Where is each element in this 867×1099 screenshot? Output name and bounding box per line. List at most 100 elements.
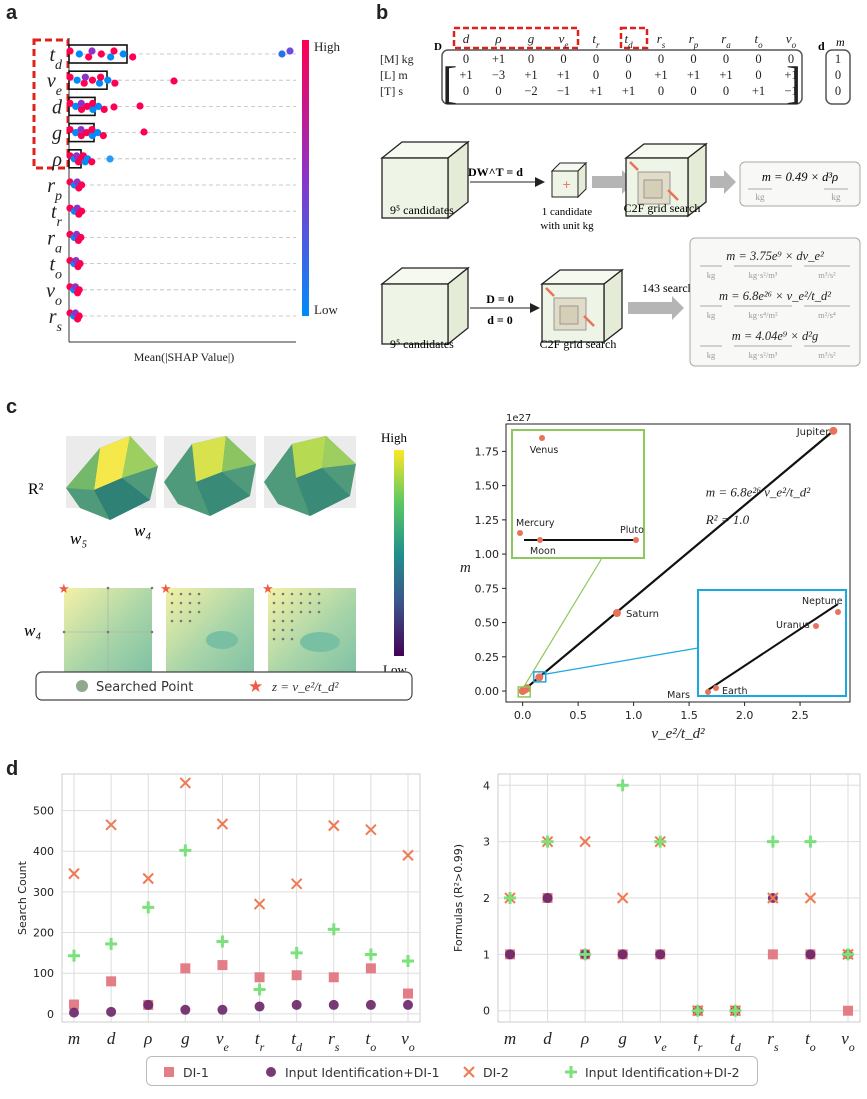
shap-dot (78, 207, 86, 215)
shap-dot (81, 73, 89, 81)
planet-label-earth: Earth (722, 686, 747, 697)
matrix-cell: +1 (687, 68, 700, 82)
r2-label: R² (28, 481, 44, 498)
searched-point (272, 619, 276, 623)
matrix-cell: 0 (755, 52, 761, 66)
searched-point (281, 610, 285, 614)
y-tick-label: 0.50 (475, 617, 500, 630)
shap-dot (89, 99, 97, 107)
flow1-unit-candidate-2: with unit kg (540, 220, 594, 232)
data-marker (804, 892, 817, 904)
flow-row-2: 9⁵ candidates D = 0 d = 0 C2F grid searc… (380, 237, 861, 367)
matrix-cell: +1 (459, 68, 472, 82)
shap-dot (99, 132, 107, 140)
searched-point (170, 592, 174, 596)
x-tick-label: 2.0 (736, 709, 754, 722)
flow2-result-formula: m = 6.8e²⁶ × v_e²/t_d² (719, 289, 831, 303)
inset-point (539, 435, 545, 441)
searched-point (170, 601, 174, 605)
shap-dot (104, 76, 112, 84)
matrix-column-header: to (754, 31, 763, 50)
x-tick-label: td (291, 1029, 303, 1054)
flow2-unit: kg (707, 270, 716, 280)
data-marker (142, 872, 154, 885)
x-tick-label: rs (767, 1029, 779, 1054)
searched-point (272, 610, 276, 614)
searched-point (308, 592, 312, 596)
x-tick-label: m (68, 1029, 80, 1048)
searched-point (281, 601, 285, 605)
matrix-cell: 0 (690, 52, 696, 66)
x-axis-label-a: Mean(|SHAP Value|) (134, 350, 234, 364)
shap-dot (111, 79, 119, 87)
searched-point (179, 619, 183, 623)
cube-c2f-2 (540, 268, 624, 344)
searched-point (188, 592, 192, 596)
y-tick-label: 3 (483, 836, 490, 849)
legend-label: Input Identification+DI-1 (285, 1065, 440, 1080)
matrix-cell: −1 (557, 84, 570, 98)
inset-blue (697, 589, 847, 697)
shap-dot (66, 73, 74, 81)
fit-annotation: m = 6.8e²⁶ v_e²/t_d² (706, 485, 812, 500)
shap-dot (66, 126, 74, 134)
y-tick-label: 100 (33, 967, 54, 980)
shap-dot (88, 47, 96, 55)
shap-dot (66, 47, 74, 55)
data-marker (143, 999, 154, 1010)
highlight-box-features (32, 38, 70, 170)
x-tick-label: 0.5 (569, 709, 587, 722)
searched-point (106, 630, 110, 634)
legend-marker (266, 1067, 276, 1077)
data-marker (617, 949, 628, 960)
feature-label: td (49, 44, 63, 73)
flow2-result-formula: m = 4.04e⁹ × d²g (732, 329, 818, 343)
searched-point (179, 601, 183, 605)
x-tick-label: g (618, 1029, 627, 1048)
data-marker (253, 983, 266, 996)
flow1-candidates: 9⁵ candidates (390, 203, 454, 217)
data-marker (180, 1004, 191, 1015)
colorbar-c-high: High (381, 430, 408, 445)
flow1-equation: DW^T = d (468, 165, 523, 179)
shap-dot (88, 126, 96, 134)
matrix-cell: −2 (524, 84, 537, 98)
y-tick-label: 4 (483, 779, 490, 792)
y-tick-label: 2 (483, 892, 490, 905)
shap-dot (88, 76, 97, 84)
data-marker (654, 835, 667, 848)
x-tick-label: ve (654, 1029, 668, 1054)
highlight-box-td (619, 26, 649, 50)
inset-point (813, 623, 819, 629)
vector-cell: 1 (835, 52, 841, 66)
data-marker (403, 999, 413, 1010)
matrix-cell: +1 (752, 84, 765, 98)
planet-label-uranus: Uranus (776, 620, 810, 631)
heatmap-3 (268, 588, 356, 674)
x-tick-label: ρ (580, 1029, 589, 1048)
matrix-cell: 0 (625, 52, 631, 66)
matrix-column-header: td (624, 31, 633, 50)
inset-point (517, 530, 523, 536)
shap-dot (94, 102, 103, 110)
data-marker (179, 844, 192, 857)
y-tick-label: 300 (33, 886, 54, 899)
shap-dot (75, 312, 83, 320)
shap-dot (95, 79, 104, 87)
x-tick-label: rs (328, 1029, 340, 1054)
D-label: D (434, 41, 442, 53)
matrix-cell: 0 (690, 84, 696, 98)
shap-dot (83, 102, 91, 110)
searched-point (188, 619, 192, 623)
planet-label-pluto: Pluto (620, 525, 644, 536)
w4-label-top: w₄ (134, 521, 151, 540)
matrix-cell: 0 (755, 68, 761, 82)
cube-candidates-1 (380, 140, 470, 220)
shap-dot (75, 286, 83, 294)
x-tick-label: 2.5 (791, 709, 809, 722)
shap-dot-outlier (110, 103, 118, 111)
y-tick-label: 200 (33, 927, 54, 940)
panel-label-c: c (6, 396, 18, 418)
data-marker (504, 892, 516, 904)
searched-point (281, 619, 285, 623)
